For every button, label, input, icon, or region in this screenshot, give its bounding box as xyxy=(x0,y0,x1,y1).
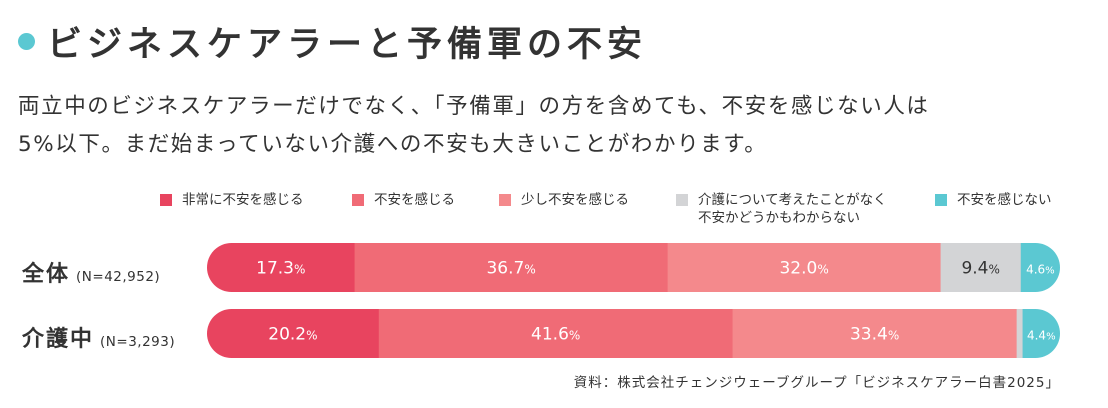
legend-label: 非常に不安を感じる xyxy=(182,192,304,208)
legend-label: 不安を感じない xyxy=(957,192,1052,208)
legend-swatch xyxy=(676,194,688,206)
bar-row-0 xyxy=(207,243,1060,292)
bar-segment xyxy=(1016,309,1024,358)
bar-segment xyxy=(378,309,734,358)
row-label-caregiving: 介護中 (N=3,293) xyxy=(22,321,175,353)
bar-segment xyxy=(667,243,942,292)
data-label: 33.4% xyxy=(850,325,899,345)
row-label-overall: 全体 (N=42,952) xyxy=(22,256,160,288)
legend-swatch xyxy=(160,194,172,206)
data-label: 9.4% xyxy=(961,259,999,279)
data-label: 17.3% xyxy=(256,259,305,279)
bar-segment xyxy=(354,243,669,292)
data-label: 36.7% xyxy=(486,259,535,279)
legend-item-never-considered: 介護について考えたことがなく 不安かどうかもわからない xyxy=(676,191,887,227)
legend-swatch xyxy=(499,194,511,206)
legend-label: 不安を感じる xyxy=(374,192,455,208)
row-name: 介護中 xyxy=(22,327,95,352)
row-name: 全体 xyxy=(22,262,71,287)
data-label: 20.2% xyxy=(268,325,317,345)
data-label: 32.0% xyxy=(779,259,828,279)
data-label: 4.6% xyxy=(1026,263,1055,277)
chart-legend: 非常に不安を感じる 不安を感じる 少し不安を感じる 介護について考えたことがなく… xyxy=(0,191,1108,231)
description: 両立中のビジネスケアラーだけでなく、「予備軍」の方を含めても、不安を感じない人は… xyxy=(18,88,1098,164)
description-line-2: 5%以下。まだ始まっていない介護への不安も大きいことがわかります。 xyxy=(18,132,768,157)
bar-row-1 xyxy=(207,309,1060,358)
bar-segment xyxy=(940,243,1022,292)
title-row: ビジネスケアラーと予備軍の不安 xyxy=(18,16,647,66)
legend-label: 少し不安を感じる xyxy=(521,192,629,208)
legend-swatch xyxy=(352,194,364,206)
data-label: 4.4% xyxy=(1027,329,1056,343)
bar-segment xyxy=(207,309,380,358)
legend-label: 介護について考えたことがなく 不安かどうかもわからない xyxy=(698,192,887,226)
bar-segment xyxy=(732,309,1018,358)
legend-item-anxious: 不安を感じる xyxy=(352,191,455,209)
page-title: ビジネスケアラーと予備軍の不安 xyxy=(47,24,648,65)
title-bullet-dot xyxy=(18,32,35,50)
legend-item-not-anxious: 不安を感じない xyxy=(935,191,1052,209)
bar-segment xyxy=(1020,243,1060,292)
legend-item-very-anxious: 非常に不安を感じる xyxy=(160,191,304,209)
legend-item-slightly-anxious: 少し不安を感じる xyxy=(499,191,629,209)
row-sample-size: (N=3,293) xyxy=(100,334,176,350)
row-sample-size: (N=42,952) xyxy=(76,269,161,285)
data-label: 41.6% xyxy=(531,325,580,345)
bar-segment xyxy=(207,243,356,292)
description-line-1: 両立中のビジネスケアラーだけでなく、「予備軍」の方を含めても、不安を感じない人は xyxy=(18,94,930,119)
source-note: 資料：株式会社チェンジウェーブグループ「ビジネスケアラー白書2025」 xyxy=(573,375,1060,391)
legend-swatch xyxy=(935,194,947,206)
